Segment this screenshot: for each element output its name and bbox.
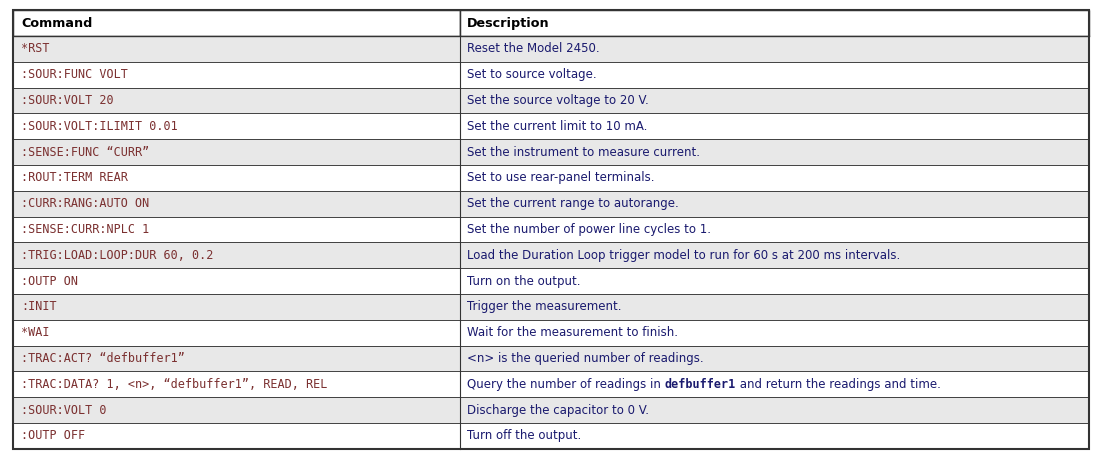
Text: Set the number of power line cycles to 1.: Set the number of power line cycles to 1… bbox=[467, 223, 711, 236]
Text: Set to use rear-panel terminals.: Set to use rear-panel terminals. bbox=[467, 171, 655, 185]
Bar bbox=[460, 36, 1089, 62]
Text: :ROUT:TERM REAR: :ROUT:TERM REAR bbox=[21, 171, 128, 185]
Text: Set the current limit to 10 mA.: Set the current limit to 10 mA. bbox=[467, 120, 648, 133]
Text: :INIT: :INIT bbox=[21, 301, 56, 313]
Bar bbox=[460, 217, 1089, 242]
Text: Command: Command bbox=[21, 17, 93, 29]
Bar bbox=[13, 242, 460, 268]
Bar bbox=[460, 268, 1089, 294]
Bar bbox=[13, 36, 460, 62]
Text: Set the instrument to measure current.: Set the instrument to measure current. bbox=[467, 146, 700, 158]
Text: defbuffer1: defbuffer1 bbox=[665, 378, 736, 391]
Bar bbox=[460, 139, 1089, 165]
Bar bbox=[13, 397, 460, 423]
Bar bbox=[460, 346, 1089, 371]
Text: Description: Description bbox=[467, 17, 550, 29]
Text: :SOUR:VOLT:ILIMIT 0.01: :SOUR:VOLT:ILIMIT 0.01 bbox=[21, 120, 177, 133]
Bar bbox=[13, 62, 460, 88]
Bar bbox=[13, 217, 460, 242]
Bar bbox=[460, 88, 1089, 113]
Bar bbox=[460, 397, 1089, 423]
Bar bbox=[13, 165, 460, 191]
Bar bbox=[460, 242, 1089, 268]
Bar bbox=[13, 10, 460, 36]
Text: :SOUR:VOLT 0: :SOUR:VOLT 0 bbox=[21, 403, 107, 417]
Bar bbox=[13, 113, 460, 139]
Text: Turn on the output.: Turn on the output. bbox=[467, 274, 581, 288]
Text: :TRAC:DATA? 1, <n>, “defbuffer1”, READ, REL: :TRAC:DATA? 1, <n>, “defbuffer1”, READ, … bbox=[21, 378, 327, 391]
Text: Set the current range to autorange.: Set the current range to autorange. bbox=[467, 197, 679, 210]
Text: Discharge the capacitor to 0 V.: Discharge the capacitor to 0 V. bbox=[467, 403, 649, 417]
Text: Reset the Model 2450.: Reset the Model 2450. bbox=[467, 42, 599, 56]
Text: :SENSE:CURR:NPLC 1: :SENSE:CURR:NPLC 1 bbox=[21, 223, 149, 236]
Bar bbox=[13, 294, 460, 320]
Text: :OUTP OFF: :OUTP OFF bbox=[21, 430, 85, 442]
Bar bbox=[460, 165, 1089, 191]
Text: Trigger the measurement.: Trigger the measurement. bbox=[467, 301, 622, 313]
Bar bbox=[460, 62, 1089, 88]
Bar bbox=[13, 139, 460, 165]
Bar bbox=[13, 88, 460, 113]
Bar bbox=[460, 423, 1089, 449]
Bar bbox=[13, 320, 460, 346]
Text: <n> is the queried number of readings.: <n> is the queried number of readings. bbox=[467, 352, 704, 365]
Bar bbox=[460, 113, 1089, 139]
Text: :TRAC:ACT? “defbuffer1”: :TRAC:ACT? “defbuffer1” bbox=[21, 352, 185, 365]
Bar bbox=[460, 371, 1089, 397]
Text: :SOUR:VOLT 20: :SOUR:VOLT 20 bbox=[21, 94, 114, 107]
Text: :SOUR:FUNC VOLT: :SOUR:FUNC VOLT bbox=[21, 68, 128, 81]
Text: Wait for the measurement to finish.: Wait for the measurement to finish. bbox=[467, 326, 679, 339]
Bar bbox=[460, 10, 1089, 36]
Text: Set the source voltage to 20 V.: Set the source voltage to 20 V. bbox=[467, 94, 649, 107]
Text: Set to source voltage.: Set to source voltage. bbox=[467, 68, 597, 81]
Text: Query the number of readings in: Query the number of readings in bbox=[467, 378, 665, 391]
Text: :SENSE:FUNC “CURR”: :SENSE:FUNC “CURR” bbox=[21, 146, 149, 158]
Text: :OUTP ON: :OUTP ON bbox=[21, 274, 78, 288]
Text: *WAI: *WAI bbox=[21, 326, 50, 339]
Bar bbox=[13, 191, 460, 217]
Bar bbox=[13, 268, 460, 294]
Bar bbox=[13, 346, 460, 371]
Bar bbox=[13, 371, 460, 397]
Text: :CURR:RANG:AUTO ON: :CURR:RANG:AUTO ON bbox=[21, 197, 149, 210]
Bar bbox=[460, 294, 1089, 320]
Text: Load the Duration Loop trigger model to run for 60 s at 200 ms intervals.: Load the Duration Loop trigger model to … bbox=[467, 249, 900, 262]
Text: *RST: *RST bbox=[21, 42, 50, 56]
Bar bbox=[460, 320, 1089, 346]
Bar bbox=[13, 423, 460, 449]
Text: and return the readings and time.: and return the readings and time. bbox=[736, 378, 941, 391]
Text: :TRIG:LOAD:LOOP:DUR 60, 0.2: :TRIG:LOAD:LOOP:DUR 60, 0.2 bbox=[21, 249, 214, 262]
Bar bbox=[460, 191, 1089, 217]
Text: Turn off the output.: Turn off the output. bbox=[467, 430, 582, 442]
